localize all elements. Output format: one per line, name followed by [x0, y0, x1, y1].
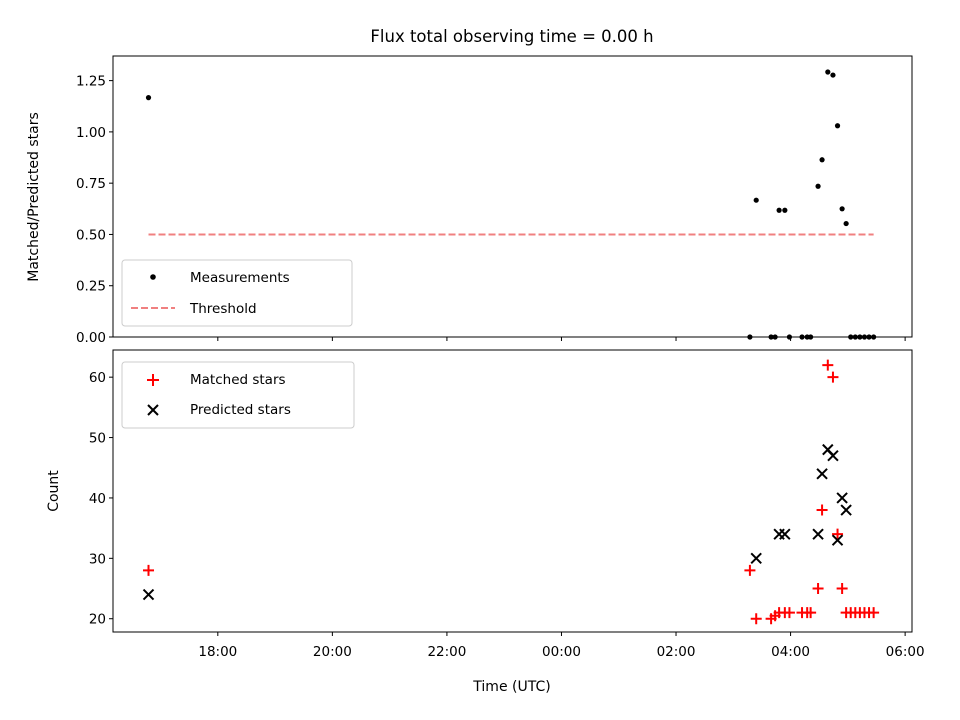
- top-y-tick-label: 0.50: [76, 227, 106, 243]
- bottom-y-label: Count: [46, 470, 62, 512]
- top-y-tick-label: 0.25: [76, 279, 106, 295]
- top-x-ticks: [217, 337, 906, 341]
- matched-stars-point: [805, 607, 817, 619]
- bottom-x-label: Time (UTC): [472, 679, 550, 695]
- legend-measurements-marker: [150, 274, 156, 280]
- x-tick-label: 20:00: [313, 644, 352, 660]
- matched-stars-point: [868, 607, 880, 619]
- top-y-tick-label: 0.75: [76, 176, 106, 192]
- x-tick-label: 06:00: [886, 644, 925, 660]
- matched-stars-point: [744, 564, 756, 576]
- legend-threshold-label: Threshold: [189, 301, 257, 317]
- top-legend-box: [121, 259, 353, 327]
- top-y-ticks: 0.00 0.25 0.50 0.75 1.00 1.25: [76, 74, 113, 346]
- matched-stars-point: [832, 528, 844, 540]
- matched-stars-point: [836, 583, 848, 595]
- predicted-stars-point: [831, 534, 844, 546]
- top-y-label: Matched/Predicted stars: [26, 112, 42, 282]
- predicted-stars-point: [142, 588, 155, 601]
- legend-predicted-label: Predicted stars: [190, 402, 291, 418]
- predicted-stars-point: [840, 504, 852, 516]
- bottom-legend-box: [121, 361, 355, 429]
- x-tick-label: 18:00: [198, 644, 237, 660]
- matched-stars-point: [816, 504, 828, 516]
- matched-stars-point: [750, 613, 762, 625]
- matched-stars-point: [822, 359, 834, 371]
- predicted-stars-point: [779, 528, 791, 540]
- bottom-plot-area: [142, 359, 880, 625]
- x-tick-label: 02:00: [657, 644, 696, 660]
- measurements-point: [825, 69, 831, 75]
- measurements-point: [145, 95, 152, 101]
- predicted-stars-point: [812, 528, 824, 540]
- legend-predicted-marker: [147, 404, 159, 416]
- bottom-plot: 20 30 40 50 60 18:00 20:00 22:00 00:00 02:00 04:0…: [46, 349, 925, 695]
- bottom-y-ticks: 20 30 40 50 60: [89, 370, 113, 628]
- top-plot: Flux total observing time = 0.00 h 0.000…: [26, 27, 913, 346]
- measurements-point: [839, 206, 845, 212]
- bottom-x-ticks: 18:00 20:00 22:00 00:00 02:00 04:00 06:00: [198, 632, 925, 660]
- predicted-stars-point: [816, 468, 828, 480]
- matched-stars-point: [143, 564, 155, 576]
- bottom-legend: Matched stars Predicted stars: [121, 361, 355, 429]
- measurements-point: [834, 123, 841, 129]
- bottom-axes-frame: [112, 349, 913, 633]
- matched-stars-point: [827, 371, 839, 383]
- x-tick-label: 04:00: [771, 644, 810, 660]
- bottom-y-tick-label: 20: [89, 612, 106, 628]
- top-y-tick-label: 1.00: [76, 125, 106, 141]
- measurements-point: [753, 197, 759, 203]
- legend-measurements-label: Measurements: [190, 270, 290, 286]
- x-tick-label: 22:00: [427, 644, 466, 660]
- bottom-y-tick-label: 40: [89, 491, 106, 507]
- predicted-stars-point: [827, 449, 839, 462]
- matched-stars-point: [783, 607, 795, 619]
- bottom-y-tick-label: 60: [89, 370, 106, 386]
- measurements-point: [843, 220, 849, 227]
- top-title: Flux total observing time = 0.00 h: [370, 27, 653, 46]
- measurements-point: [782, 207, 788, 213]
- legend-matched-marker: [147, 374, 159, 386]
- x-tick-label: 00:00: [542, 644, 581, 660]
- bottom-y-tick-label: 50: [89, 431, 106, 447]
- measurements-point: [819, 157, 825, 163]
- measurements-point: [815, 183, 821, 189]
- top-legend: Measurements Threshold: [121, 259, 353, 327]
- top-y-tick-label: 1.25: [76, 74, 106, 90]
- top-y-tick-label: 0.00: [76, 330, 106, 346]
- bottom-y-tick-label: 30: [89, 551, 106, 567]
- predicted-stars-point: [750, 552, 762, 565]
- predicted-stars-point: [836, 492, 848, 504]
- measurements-point: [776, 207, 782, 213]
- measurements-point: [830, 72, 836, 78]
- top-axes-frame: [112, 55, 913, 338]
- legend-matched-label: Matched stars: [190, 372, 286, 388]
- matched-stars-point: [812, 583, 824, 595]
